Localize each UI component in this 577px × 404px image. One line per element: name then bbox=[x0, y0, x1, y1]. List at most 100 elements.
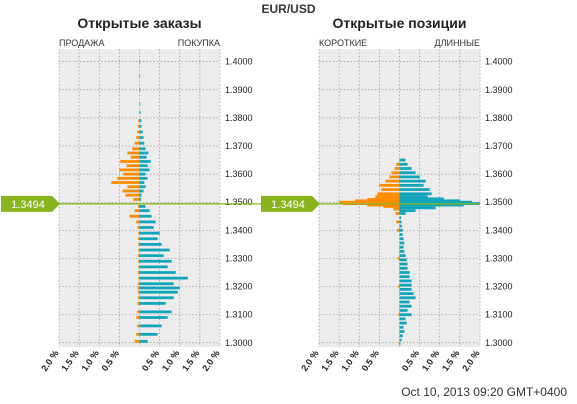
positions-bar-right bbox=[399, 304, 412, 308]
positions-bar-left bbox=[398, 313, 400, 317]
positions-bar-right bbox=[399, 192, 432, 196]
positions-bar-right bbox=[399, 158, 406, 162]
positions-bar-right bbox=[399, 330, 405, 333]
positions-y-tick-label: 1.3200 bbox=[485, 282, 513, 292]
positions-bar-right bbox=[399, 167, 412, 170]
orders-bar-left bbox=[137, 226, 140, 229]
orders-bar-left bbox=[134, 209, 140, 213]
orders-bar-left bbox=[133, 198, 140, 201]
orders-bar-right bbox=[139, 231, 160, 235]
positions-y-tick-label: 1.3000 bbox=[485, 338, 513, 348]
positions-bar-right bbox=[399, 279, 412, 283]
orders-bar-right bbox=[139, 141, 145, 145]
pair-title: EUR/USD bbox=[261, 2, 316, 16]
orders-bar-left bbox=[138, 242, 140, 246]
orders-bar-right bbox=[139, 130, 143, 134]
orders-bar-left bbox=[137, 296, 140, 300]
orders-bar-right bbox=[139, 160, 151, 163]
orders-y-tick-label: 1.3600 bbox=[225, 169, 253, 179]
positions-y-tick-label: 1.3700 bbox=[485, 141, 513, 151]
positions-bar-left bbox=[383, 205, 400, 208]
positions-bar-right bbox=[399, 325, 404, 329]
orders-bar-left bbox=[137, 205, 140, 208]
orders-y-tick-label: 1.3000 bbox=[225, 338, 253, 348]
orders-bar-right bbox=[139, 198, 142, 201]
orders-bar-left bbox=[138, 231, 140, 235]
positions-bar-right bbox=[399, 216, 402, 220]
positions-bar-left bbox=[398, 341, 400, 345]
positions-x-tick-label: 2.0 % bbox=[299, 348, 320, 373]
positions-bar-right bbox=[399, 258, 407, 262]
orders-bar-right bbox=[139, 147, 146, 151]
orders-bar-left bbox=[137, 302, 140, 305]
orders-x-tick-label: 2.0 % bbox=[200, 348, 221, 373]
positions-bar-right bbox=[399, 321, 407, 325]
positions-x-tick-label: 1.0 % bbox=[420, 348, 441, 373]
orders-x-tick-label: 1.0 % bbox=[79, 348, 100, 373]
orders-bar-right bbox=[139, 172, 146, 176]
orders-bar-left bbox=[137, 254, 140, 258]
positions-x-tick-label: 2.0 % bbox=[460, 348, 481, 373]
positions-bar-right bbox=[399, 220, 402, 224]
orders-bar-right bbox=[139, 168, 150, 172]
orders-bar-right bbox=[139, 310, 172, 314]
orders-bar-left bbox=[129, 214, 140, 218]
orders-bar-right bbox=[139, 332, 158, 336]
orders-bar-right bbox=[139, 302, 166, 305]
positions-bar-left bbox=[375, 195, 400, 198]
orders-bar-left bbox=[125, 193, 140, 197]
orders-bar-right bbox=[139, 265, 168, 269]
orders-bar-left bbox=[137, 286, 140, 290]
orders-y-tick-label: 1.3200 bbox=[225, 282, 253, 292]
positions-bar-left bbox=[381, 188, 400, 191]
positions-bar-right bbox=[399, 209, 416, 213]
positions-bar-left bbox=[397, 228, 400, 232]
orders-bar-right bbox=[139, 74, 141, 78]
positions-bar-right bbox=[399, 199, 460, 203]
orders-bar-left bbox=[138, 259, 140, 263]
positions-x-tick-label: 1.0 % bbox=[339, 348, 360, 373]
positions-bar-left bbox=[397, 257, 400, 260]
orders-bar-right bbox=[139, 214, 152, 218]
orders-bar-left bbox=[123, 172, 140, 176]
orders-bar-left bbox=[117, 176, 140, 180]
orders-price-tag-label: 1.3494 bbox=[11, 199, 45, 211]
orders-y-tick-label: 1.3800 bbox=[225, 113, 253, 123]
orders-bar-right bbox=[139, 290, 178, 294]
orders-bar-left bbox=[120, 160, 140, 163]
orders-bar-right bbox=[139, 119, 142, 123]
positions-bar-right bbox=[399, 300, 410, 304]
positions-bar-right bbox=[399, 203, 464, 207]
orders-bar-right bbox=[139, 296, 174, 300]
orders-bar-right bbox=[139, 220, 156, 224]
orders-bar-left bbox=[132, 147, 140, 151]
orders-bar-right bbox=[139, 259, 172, 263]
positions-bar-right bbox=[399, 262, 408, 266]
orders-bar-left bbox=[137, 290, 140, 294]
positions-bar-left bbox=[385, 179, 400, 183]
positions-bar-right bbox=[399, 188, 430, 191]
orders-bar-right bbox=[139, 324, 162, 328]
positions-bar-right bbox=[399, 241, 405, 245]
positions-bar-left bbox=[391, 171, 400, 175]
positions-y-tick-label: 1.3500 bbox=[485, 197, 513, 207]
orders-bar-left bbox=[130, 155, 140, 159]
orders-bar-right bbox=[139, 60, 141, 64]
orders-bar-left bbox=[134, 141, 140, 145]
positions-y-tick-label: 1.3300 bbox=[485, 253, 513, 263]
positions-bar-left bbox=[339, 200, 400, 204]
orders-left-label: ПРОДАЖА bbox=[59, 38, 105, 48]
positions-bar-right bbox=[399, 195, 428, 198]
orders-title: Открытые заказы bbox=[77, 15, 201, 31]
positions-bar-right bbox=[399, 342, 401, 346]
orders-bar-right bbox=[139, 316, 168, 319]
orders-panel: Открытые заказы ПРОДАЖА ПОКУПКА 1.3000 1.310… bbox=[1, 15, 253, 373]
orders-bar-right bbox=[139, 276, 188, 280]
positions-x-tick-label: 0.5 % bbox=[400, 348, 421, 373]
orders-y-tick-label: 1.3300 bbox=[225, 253, 253, 263]
orders-x-tick-label: 0.5 % bbox=[100, 348, 121, 373]
orders-y-tick-label: 1.3700 bbox=[225, 141, 253, 151]
positions-bar-right bbox=[399, 175, 420, 179]
orders-bar-left bbox=[136, 136, 140, 139]
orders-y-tick-label: 1.4000 bbox=[225, 57, 253, 67]
